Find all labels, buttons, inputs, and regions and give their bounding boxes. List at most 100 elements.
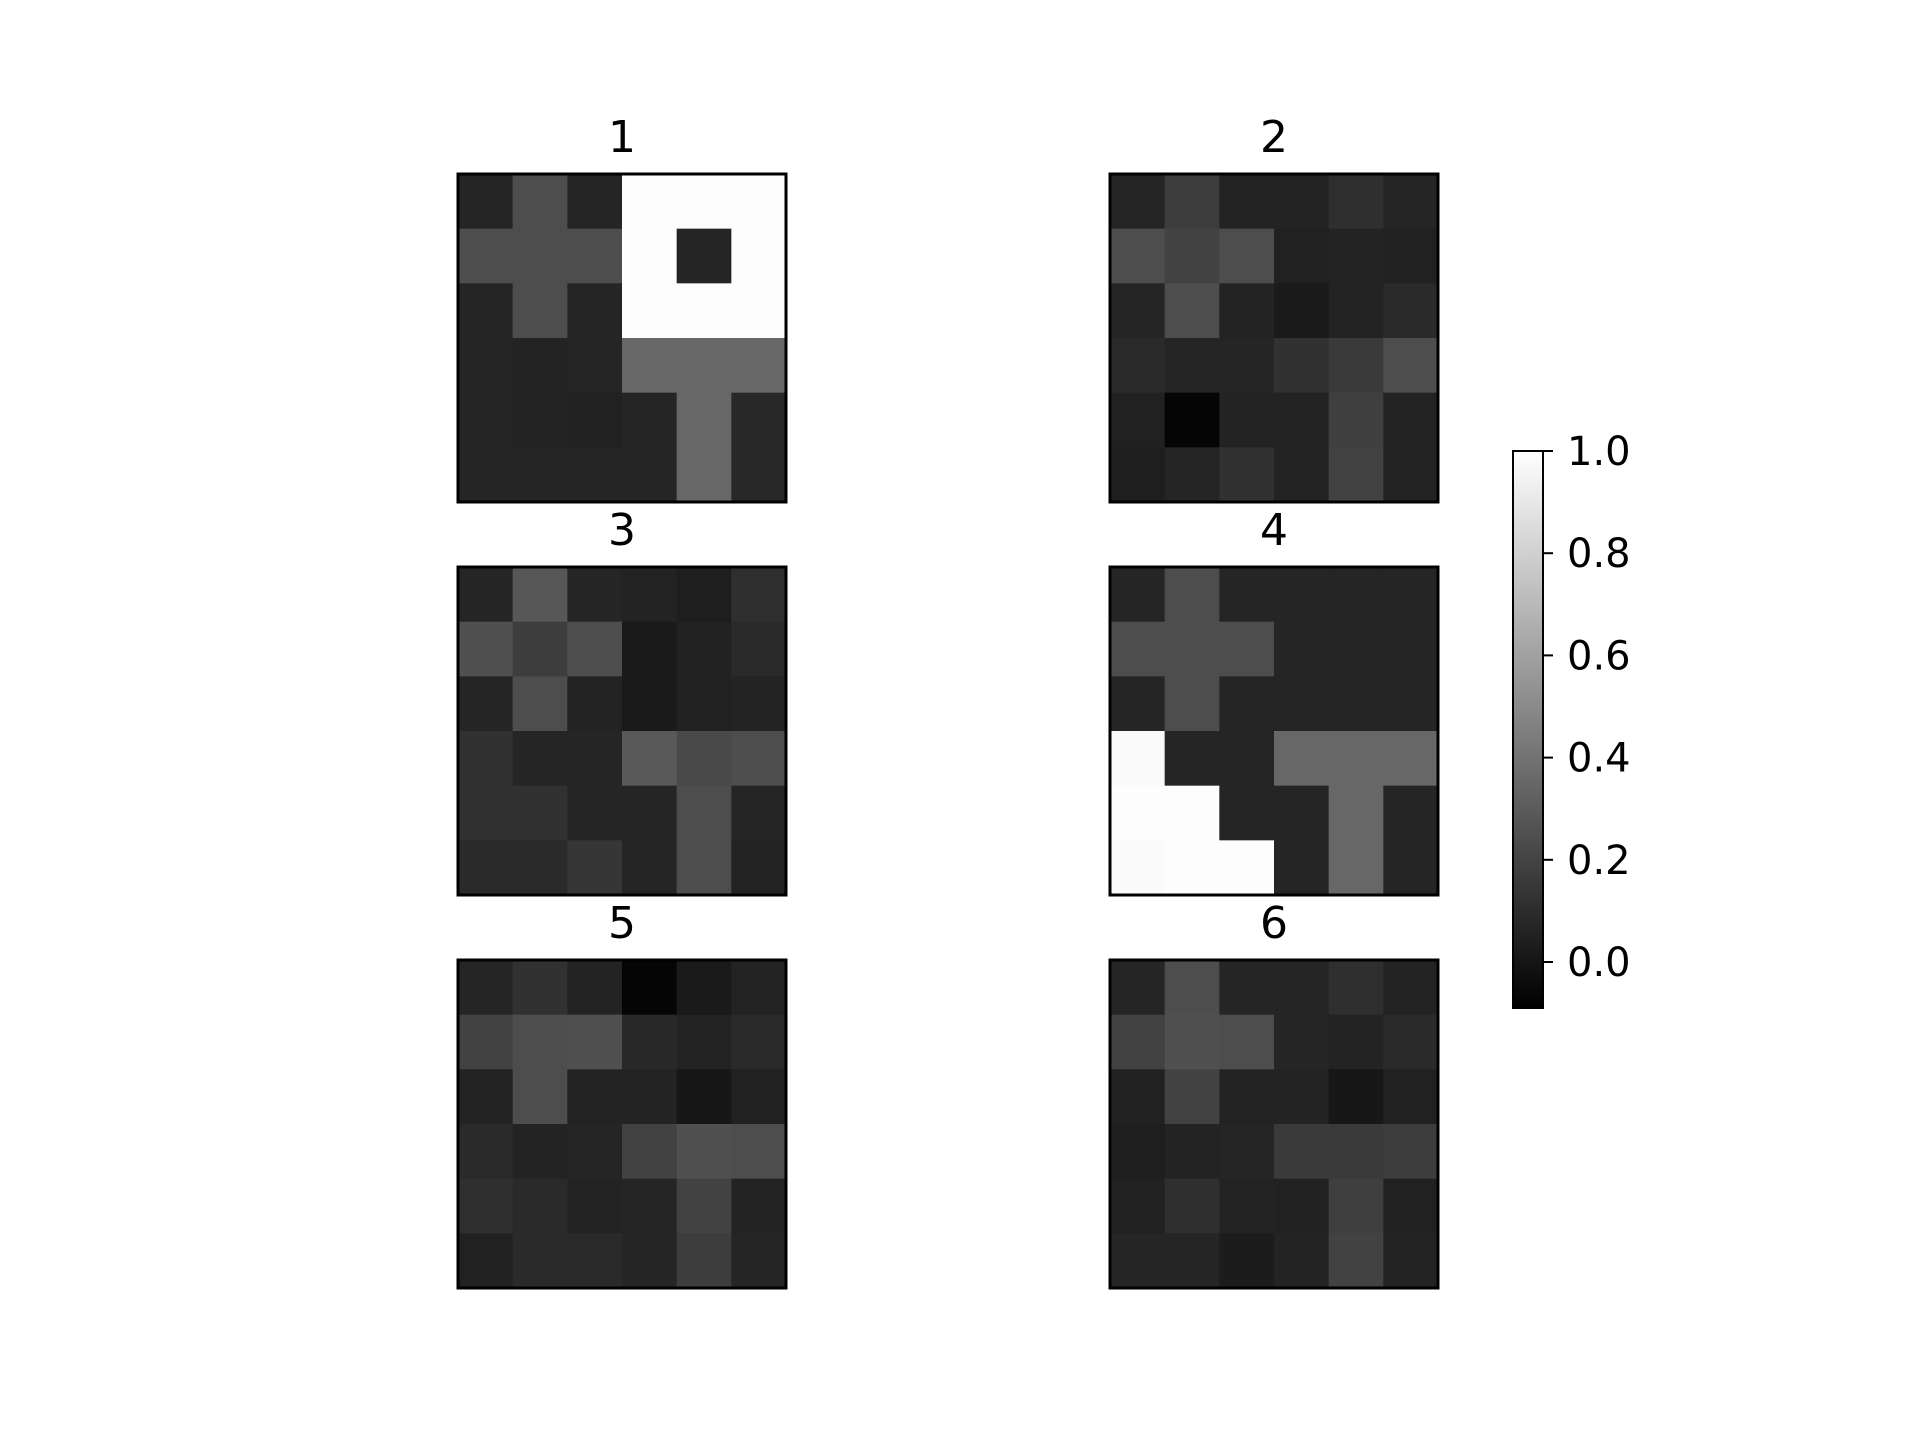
heatmap-cell [458, 1124, 514, 1180]
heatmap-cell [1274, 228, 1330, 284]
heatmap-cell [512, 1178, 568, 1234]
heatmap-cell [676, 960, 732, 1016]
heatmap-cell [1328, 447, 1384, 503]
heatmap-cell [1110, 392, 1166, 448]
heatmap-cell [622, 1124, 678, 1180]
heatmap-cell [622, 621, 678, 677]
heatmap-cell [1274, 676, 1330, 732]
heatmap-cell [731, 1014, 787, 1070]
heatmap-cell [1110, 1124, 1166, 1180]
heatmap-cell [1383, 1233, 1439, 1289]
heatmap-cell [731, 447, 787, 503]
heatmap-cell [1164, 447, 1220, 503]
colorbar-tick-label: 0.0 [1567, 940, 1631, 986]
heatmap-cell [1274, 960, 1330, 1016]
heatmap-cell [512, 174, 568, 230]
heatmap-cell [1110, 1069, 1166, 1125]
heatmap-cell [512, 228, 568, 284]
heatmap-cell [731, 785, 787, 841]
heatmap-cell [731, 228, 787, 284]
heatmap-cell [1383, 840, 1439, 896]
heatmap-cell [676, 785, 732, 841]
heatmap-panels: 1 2 3 4 5 6 [456, 112, 1440, 1290]
heatmap-cell [512, 960, 568, 1016]
heatmap-cell [567, 785, 623, 841]
heatmap-cell [1383, 731, 1439, 787]
heatmap-cell [512, 1014, 568, 1070]
heatmap-cell [1328, 621, 1384, 677]
colorbar-gradient [1513, 451, 1543, 1008]
panel-title: 6 [1260, 898, 1288, 949]
heatmap-cell [1164, 1014, 1220, 1070]
heatmap-cell [1328, 228, 1384, 284]
panel-title: 2 [1260, 112, 1288, 163]
heatmap-cell [676, 840, 732, 896]
heatmap-cell [1328, 785, 1384, 841]
heatmap-cell [1383, 1178, 1439, 1234]
heatmap-cell [1219, 392, 1275, 448]
heatmap-cell [567, 1233, 623, 1289]
heatmap-cell [567, 392, 623, 448]
heatmap-cell [676, 567, 732, 623]
heatmap-cell [1164, 228, 1220, 284]
heatmap-cell [512, 283, 568, 339]
heatmap-cell [1328, 338, 1384, 394]
heatmap-cell [1164, 1069, 1220, 1125]
heatmap-cell [622, 960, 678, 1016]
heatmap-cell [567, 1178, 623, 1234]
heatmap-cell [567, 283, 623, 339]
heatmap-cell [1219, 1069, 1275, 1125]
heatmap-cell [1110, 960, 1166, 1016]
heatmap-cell [676, 174, 732, 230]
heatmap-cell [512, 676, 568, 732]
heatmap-cell [1219, 1233, 1275, 1289]
heatmap-cell [458, 1014, 514, 1070]
heatmap-cell [458, 567, 514, 623]
heatmap-cell [731, 621, 787, 677]
panel-title: 3 [608, 505, 636, 556]
heatmap-cell [1219, 567, 1275, 623]
heatmap-cell [1274, 1233, 1330, 1289]
heatmap-cell [1274, 1178, 1330, 1234]
heatmap-cell [676, 228, 732, 284]
heatmap-cell [1328, 731, 1384, 787]
heatmap-cell [1274, 731, 1330, 787]
heatmap-cell [676, 731, 732, 787]
colorbar-tick-label: 0.2 [1567, 838, 1631, 884]
heatmap-cell [676, 1014, 732, 1070]
heatmap-cell [512, 621, 568, 677]
heatmap-cell [458, 1178, 514, 1234]
panel-frame [456, 958, 788, 1290]
heatmap-cell [512, 731, 568, 787]
heatmap-panel-1: 1 [456, 112, 788, 504]
heatmap-cell [1328, 1014, 1384, 1070]
heatmap-panel-2: 2 [1108, 112, 1440, 504]
heatmap-cell [1110, 228, 1166, 284]
heatmap-cell [1110, 283, 1166, 339]
heatmap-cell [731, 392, 787, 448]
heatmap-cell [1164, 174, 1220, 230]
heatmap-cell [1383, 785, 1439, 841]
heatmap-cell [1274, 174, 1330, 230]
heatmap-cell [1110, 567, 1166, 623]
heatmap-cell [676, 392, 732, 448]
heatmap-cell [1274, 283, 1330, 339]
heatmap-cell [676, 447, 732, 503]
heatmap-cell [1219, 785, 1275, 841]
heatmap-cell [676, 621, 732, 677]
heatmap-cell [622, 1178, 678, 1234]
heatmap-cell [1383, 392, 1439, 448]
heatmap-cell [1164, 676, 1220, 732]
heatmap-cell [512, 567, 568, 623]
heatmap-cell [567, 731, 623, 787]
heatmap-cell [1164, 731, 1220, 787]
heatmap-cell [1274, 621, 1330, 677]
heatmap-cell [1164, 840, 1220, 896]
heatmap-cell [1383, 338, 1439, 394]
heatmap-cell [1164, 567, 1220, 623]
heatmap-cell [731, 1233, 787, 1289]
heatmap-cell [1164, 338, 1220, 394]
heatmap-cell [1274, 1069, 1330, 1125]
heatmap-cell [567, 840, 623, 896]
